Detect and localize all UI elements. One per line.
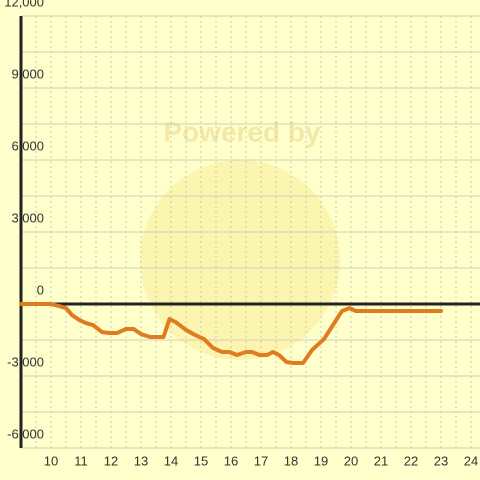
x-tick-label: 22 [404, 453, 418, 468]
x-tick-label: 11 [74, 453, 88, 468]
y-tick-label: 6,000 [11, 138, 44, 153]
x-tick-label: 21 [374, 453, 388, 468]
x-tick-label: 17 [254, 453, 268, 468]
x-tick-label: 15 [194, 453, 208, 468]
x-tick-label: 14 [164, 453, 178, 468]
y-tick-label: 3,000 [11, 210, 44, 225]
line [19, 302, 443, 366]
y-tick-label: 0 [37, 282, 44, 297]
x-tick-label: 16 [224, 453, 238, 468]
x-tick-label: 23 [434, 453, 448, 468]
y-tick-label: -6,000 [7, 426, 44, 441]
x-tick-label: 19 [314, 453, 328, 468]
x-tick-label: 12 [104, 453, 118, 468]
y-tick-label: 9,000 [11, 66, 44, 81]
watermark: Powered by [163, 116, 321, 147]
x-tick-label: 10 [44, 453, 58, 468]
x-tick-label: 24 [464, 453, 478, 468]
y-tick-label: 12,000 [4, 0, 44, 9]
x-tick-label: 13 [134, 453, 148, 468]
x-tick-label: 20 [344, 453, 358, 468]
x-tick-label: 18 [284, 453, 298, 468]
y-tick-label: -3,000 [7, 354, 44, 369]
watermark-logo [140, 160, 340, 360]
